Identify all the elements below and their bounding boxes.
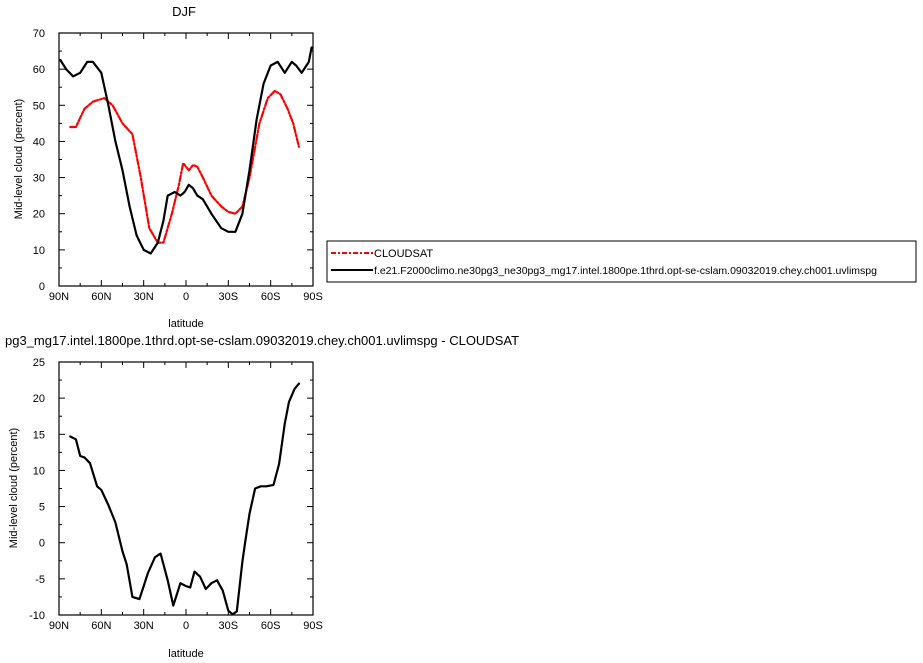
- chart-bottom-xlabel: latitude: [168, 648, 203, 660]
- chart-top-xtick-label: 60N: [91, 291, 111, 303]
- chart-bottom-plot-frame: [58, 361, 314, 616]
- chart-top-ytick-label: 30: [33, 173, 45, 185]
- chart-top-series-cloudsat: [69, 89, 300, 244]
- chart-top-series-model: [59, 46, 313, 255]
- chart-bottom-ytick-label: 5: [39, 502, 45, 514]
- chart-top-ytick-label: 20: [33, 209, 45, 221]
- chart-bottom-xtick-label: 60S: [261, 620, 281, 632]
- chart-top-xtick-label: 30S: [219, 291, 239, 303]
- legend-label-cloudsat: CLOUDSAT: [374, 248, 433, 260]
- chart-top-series-group: [59, 46, 313, 255]
- chart-top-xtick-label: 90N: [49, 291, 69, 303]
- chart-bottom-xtick-label: 30N: [134, 620, 154, 632]
- chart-bottom-series-difference: [69, 382, 300, 616]
- chart-top-ytick-label: 10: [33, 245, 45, 257]
- chart-bottom-ytick-label: 25: [33, 357, 45, 369]
- chart-bottom-ytick-label: 20: [33, 393, 45, 405]
- chart-top-plot-frame: [58, 32, 314, 287]
- chart-bottom-ylabel: Mid-level cloud (percent): [8, 428, 20, 548]
- chart-bottom-ytick-label: -5: [35, 574, 45, 586]
- chart-top-ytick-label: 0: [39, 281, 45, 293]
- chart-top-title: DJF: [172, 4, 196, 19]
- chart-bottom-ytick-label: 10: [33, 465, 45, 477]
- chart-bottom-xtick-label: 90N: [49, 620, 69, 632]
- chart-top-legend: CLOUDSAT f.e21.F2000climo.ne30pg3_ne30pg…: [326, 240, 917, 283]
- chart-top-ytick-label: 40: [33, 136, 45, 148]
- chart-bottom-ticks: 90N 60N 30N 0 30S 60S 90S -10 -5 0 5 10 15 20 25: [29, 357, 323, 632]
- chart-bottom-ytick-label: 15: [33, 429, 45, 441]
- chart-top-ytick-label: 50: [33, 100, 45, 112]
- chart-top-ticks: 90N 60N 30N 0 30S 60S 90S 0 10 20 30 40 50 60 70: [33, 28, 323, 303]
- chart-top-xtick-label: 30N: [134, 291, 154, 303]
- chart-bottom: pg3_mg17.intel.1800pe.1thrd.opt-se-cslam…: [5, 333, 519, 660]
- chart-top-ylabel: Mid-level cloud (percent): [13, 99, 25, 219]
- chart-bottom-xtick-label: 60N: [91, 620, 111, 632]
- chart-bottom-ytick-label: 0: [39, 538, 45, 550]
- chart-bottom-xtick-label: 90S: [303, 620, 323, 632]
- chart-top-xtick-label: 60S: [261, 291, 281, 303]
- chart-bottom-xtick-label: 30S: [219, 620, 239, 632]
- legend-box: [326, 240, 917, 283]
- chart-top-xtick-label: 0: [183, 291, 189, 303]
- chart-bottom-series-group: [69, 382, 300, 616]
- chart-top-xtick-label: 90S: [303, 291, 323, 303]
- chart-top-ytick-label: 70: [33, 28, 45, 40]
- chart-top-xlabel: latitude: [168, 318, 203, 330]
- chart-top-ytick-label: 60: [33, 64, 45, 76]
- legend-label-model: f.e21.F2000climo.ne30pg3_ne30pg3_mg17.in…: [374, 265, 877, 277]
- chart-bottom-xtick-label: 0: [183, 620, 189, 632]
- chart-top: DJF 90N 60N 30N 0 30S 60S 90S 0 10 20 30 40 50 60 70 l…: [13, 4, 323, 330]
- chart-bottom-ytick-label: -10: [29, 610, 45, 622]
- chart-bottom-title: pg3_mg17.intel.1800pe.1thrd.opt-se-cslam…: [5, 333, 519, 348]
